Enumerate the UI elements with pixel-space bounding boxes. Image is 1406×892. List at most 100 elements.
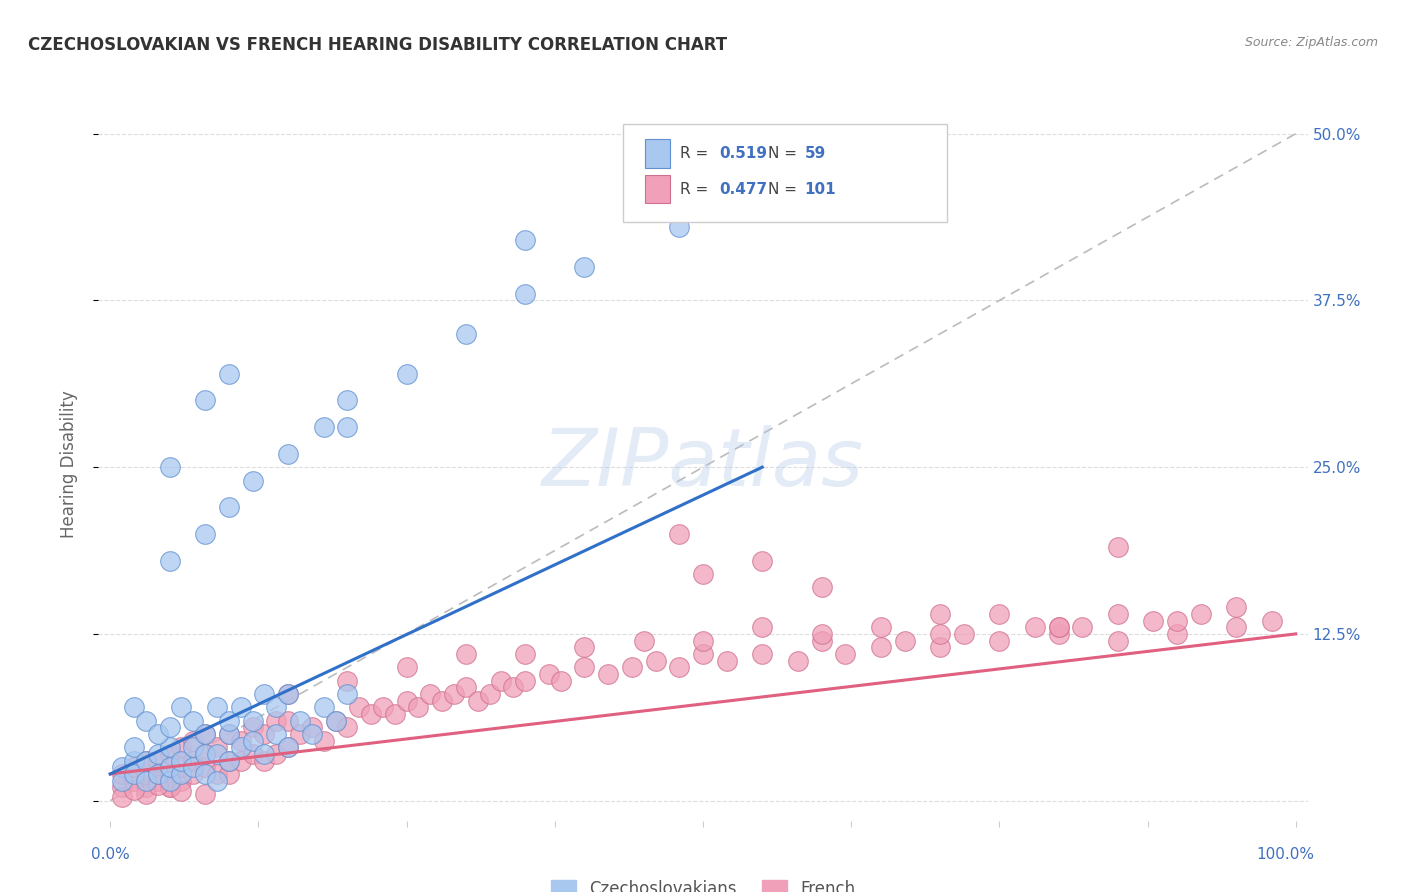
Point xyxy=(325,714,347,728)
Text: R =: R = xyxy=(679,146,713,161)
Point xyxy=(1142,614,1164,628)
Point xyxy=(288,714,311,728)
Point xyxy=(146,778,169,792)
Point xyxy=(395,367,418,381)
Point xyxy=(181,740,204,755)
Point xyxy=(277,714,299,728)
Point xyxy=(360,706,382,721)
Point xyxy=(336,720,359,734)
Point xyxy=(242,733,264,747)
Point xyxy=(159,460,181,475)
Point xyxy=(170,784,193,798)
Point xyxy=(159,747,181,761)
Point xyxy=(135,754,157,768)
Point xyxy=(454,326,477,341)
Point xyxy=(111,789,134,804)
Point xyxy=(491,673,513,688)
Point xyxy=(277,740,299,755)
Point xyxy=(122,767,145,781)
Point xyxy=(869,640,891,655)
Point xyxy=(692,194,714,208)
Point xyxy=(194,527,217,541)
Point xyxy=(181,754,204,768)
Point xyxy=(194,747,217,761)
Point xyxy=(1107,540,1129,554)
Point xyxy=(229,740,252,755)
Point xyxy=(146,727,169,741)
Point xyxy=(929,607,952,621)
Point xyxy=(135,787,157,801)
Text: 0.477: 0.477 xyxy=(718,182,768,196)
Point xyxy=(751,553,773,567)
Point xyxy=(893,633,915,648)
Point xyxy=(1107,633,1129,648)
Legend: Czechoslovakians, French: Czechoslovakians, French xyxy=(544,873,862,892)
Point xyxy=(170,773,193,788)
Point xyxy=(194,787,217,801)
Y-axis label: Hearing Disability: Hearing Disability xyxy=(59,390,77,538)
Point xyxy=(218,367,240,381)
Point xyxy=(146,767,169,781)
Point xyxy=(515,234,537,248)
Point xyxy=(988,633,1011,648)
Point xyxy=(550,673,572,688)
Point xyxy=(644,654,666,668)
Text: 0.0%: 0.0% xyxy=(91,847,131,863)
Point xyxy=(408,700,430,714)
Point xyxy=(312,420,335,434)
Text: 101: 101 xyxy=(804,182,837,196)
Point xyxy=(325,714,347,728)
Point xyxy=(515,286,537,301)
Point xyxy=(264,714,287,728)
Point xyxy=(312,733,335,747)
Point xyxy=(1166,614,1188,628)
Text: Source: ZipAtlas.com: Source: ZipAtlas.com xyxy=(1244,36,1378,49)
Point xyxy=(467,693,489,707)
Text: ZIPatlas: ZIPatlas xyxy=(541,425,865,503)
Point xyxy=(159,760,181,774)
Point xyxy=(146,773,169,788)
Text: CZECHOSLOVAKIAN VS FRENCH HEARING DISABILITY CORRELATION CHART: CZECHOSLOVAKIAN VS FRENCH HEARING DISABI… xyxy=(28,36,727,54)
Point xyxy=(1107,607,1129,621)
Point xyxy=(952,627,974,641)
Point xyxy=(929,627,952,641)
Point xyxy=(218,714,240,728)
Point xyxy=(135,773,157,788)
Point xyxy=(159,780,181,795)
Point xyxy=(929,640,952,655)
Point xyxy=(146,754,169,768)
Point xyxy=(242,714,264,728)
Point xyxy=(1047,620,1070,634)
Point xyxy=(253,747,276,761)
Point xyxy=(810,633,832,648)
Text: 0.519: 0.519 xyxy=(718,146,768,161)
Point xyxy=(834,647,856,661)
Point xyxy=(988,607,1011,621)
Point xyxy=(454,680,477,694)
Point xyxy=(574,640,596,655)
Point xyxy=(574,260,596,274)
Point xyxy=(218,727,240,741)
Point xyxy=(419,687,441,701)
Point xyxy=(194,747,217,761)
Point xyxy=(122,783,145,797)
Text: N =: N = xyxy=(768,182,801,196)
Point xyxy=(786,654,808,668)
Point xyxy=(515,673,537,688)
Point xyxy=(301,727,323,741)
Point xyxy=(668,660,690,674)
Point xyxy=(122,754,145,768)
Point xyxy=(253,754,276,768)
Point xyxy=(537,667,560,681)
Point xyxy=(371,700,394,714)
Point xyxy=(205,700,228,714)
Point xyxy=(159,767,181,781)
Point xyxy=(751,620,773,634)
Point xyxy=(194,393,217,408)
Point xyxy=(810,580,832,594)
Point xyxy=(1261,614,1284,628)
Point xyxy=(716,654,738,668)
Point xyxy=(668,220,690,235)
Point xyxy=(668,527,690,541)
Point xyxy=(194,760,217,774)
